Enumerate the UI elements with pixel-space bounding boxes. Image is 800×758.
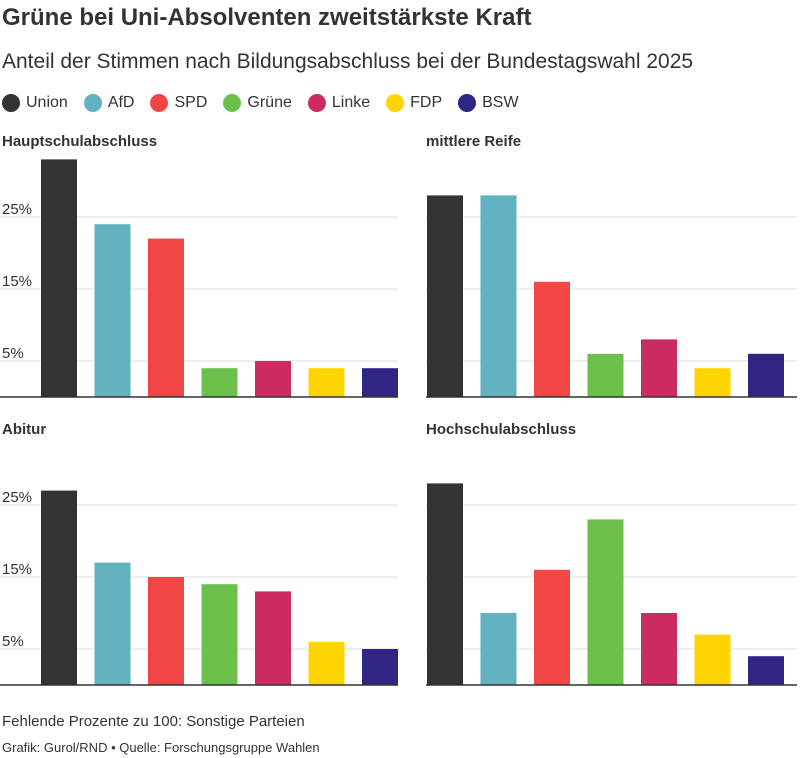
- bar-mittlere-reife-linke: [641, 339, 677, 397]
- legend-item-fdp: FDP: [386, 94, 442, 112]
- legend-label-afd: AfD: [107, 94, 135, 111]
- bar-hochschulabschluss-grne: [587, 519, 624, 685]
- legend-label-fdp: FDP: [410, 94, 443, 111]
- panel-title-hochschulabschluss: Hochschulabschluss: [426, 421, 576, 438]
- ytick-label-abitur-15: 15%: [2, 561, 32, 578]
- bar-abitur-bsw: [362, 649, 398, 685]
- bar-mittlere-reife-grne: [587, 353, 624, 397]
- bar-mittlere-reife-bsw: [748, 353, 784, 397]
- legend-swatch-union: [2, 94, 20, 112]
- bar-mittlere-reife-spd: [534, 281, 570, 397]
- ytick-label-abitur-25: 25%: [2, 489, 32, 506]
- legend-label-linke: Linke: [331, 94, 371, 111]
- bar-hochschulabschluss-afd: [480, 613, 517, 685]
- legend-item-bsw: BSW: [458, 94, 519, 112]
- bar-abitur-grne: [201, 584, 238, 685]
- bar-hochschulabschluss-fdp: [694, 634, 731, 685]
- legend: Union AfD SPD Grüne Linke FDP BSW: [2, 94, 535, 112]
- panel-title-abitur: Abitur: [2, 421, 46, 438]
- ytick-label-hauptschulabschluss-25: 25%: [2, 201, 32, 218]
- legend-item-linke: Linke: [307, 94, 371, 112]
- legend-item-gruene: Grüne: [223, 94, 292, 112]
- legend-item-afd: AfD: [83, 94, 135, 112]
- legend-swatch-spd: [150, 94, 169, 112]
- legend-item-union: Union: [2, 94, 68, 112]
- bar-hauptschulabschluss-fdp: [308, 368, 345, 397]
- bar-hochschulabschluss-spd: [534, 569, 570, 685]
- legend-swatch-afd: [83, 94, 102, 112]
- bar-hauptschulabschluss-bsw: [362, 368, 398, 397]
- source-credit: Grafik: Gurol/RND • Quelle: Forschungsgr…: [2, 740, 320, 755]
- legend-swatch-linke: [307, 94, 326, 112]
- bar-abitur-fdp: [308, 641, 345, 685]
- ytick-label-hauptschulabschluss-5: 5%: [2, 345, 24, 362]
- panel-title-hauptschulabschluss: Hauptschulabschluss: [2, 133, 157, 150]
- ytick-label-hauptschulabschluss-15: 15%: [2, 273, 32, 290]
- bar-hochschulabschluss-union: [427, 483, 463, 685]
- bar-mittlere-reife-fdp: [694, 368, 731, 397]
- bar-hochschulabschluss-bsw: [748, 656, 784, 685]
- bar-mittlere-reife-union: [427, 195, 463, 397]
- legend-label-bsw: BSW: [482, 94, 519, 111]
- bar-abitur-spd: [148, 577, 184, 685]
- footnote: Fehlende Prozente zu 100: Sonstige Parte…: [2, 713, 305, 730]
- chart-title: Grüne bei Uni-Absolventen zweitstärkste …: [2, 4, 532, 31]
- bar-hauptschulabschluss-afd: [94, 224, 131, 397]
- bar-hauptschulabschluss-spd: [148, 238, 184, 397]
- bar-hauptschulabschluss-linke: [255, 361, 291, 397]
- legend-label-gruene: Grüne: [247, 94, 292, 111]
- legend-swatch-fdp: [386, 94, 405, 112]
- bar-abitur-union: [41, 490, 77, 685]
- legend-label-union: Union: [26, 94, 68, 111]
- legend-item-spd: SPD: [150, 94, 207, 112]
- chart-subtitle: Anteil der Stimmen nach Bildungsabschlus…: [2, 50, 694, 73]
- bar-abitur-afd: [94, 562, 131, 685]
- legend-label-spd: SPD: [174, 94, 208, 111]
- panel-title-mittlere-reife: mittlere Reife: [426, 133, 521, 150]
- ytick-label-abitur-5: 5%: [2, 633, 24, 650]
- bar-abitur-linke: [255, 591, 291, 685]
- bar-hochschulabschluss-linke: [641, 613, 677, 685]
- bar-hauptschulabschluss-union: [41, 159, 77, 397]
- legend-swatch-bsw: [458, 94, 477, 112]
- bar-hauptschulabschluss-grne: [201, 368, 238, 397]
- bar-mittlere-reife-afd: [480, 195, 517, 397]
- legend-swatch-gruene: [223, 94, 242, 112]
